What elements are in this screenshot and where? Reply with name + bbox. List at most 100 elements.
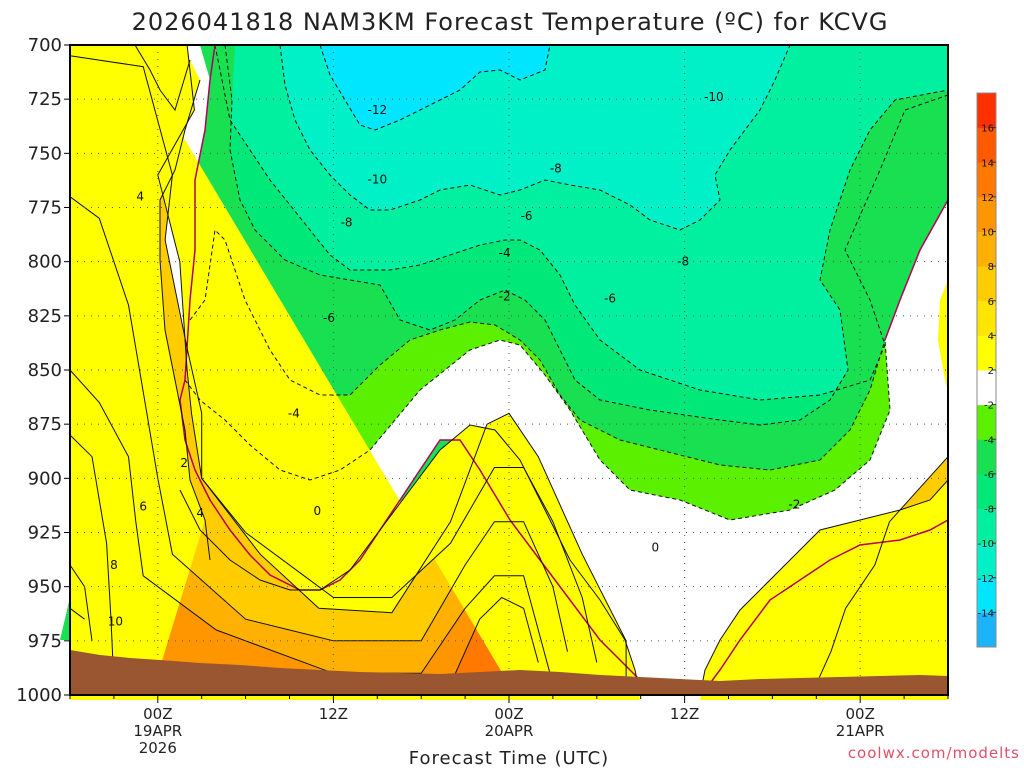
credit-link[interactable]: coolwx.com/modelts bbox=[848, 744, 1020, 762]
contour-minus6 bbox=[224, 44, 949, 426]
y-tick-label: 725 bbox=[28, 89, 62, 110]
x-tick-label: 19APR bbox=[133, 722, 182, 740]
colorbar-tick-label: 14 bbox=[981, 158, 994, 169]
contour-label: 4 bbox=[196, 506, 204, 520]
colorbar-swatch bbox=[977, 162, 996, 198]
y-tick-label: 975 bbox=[28, 631, 62, 652]
contour-label: -8 bbox=[341, 216, 353, 230]
y-axis: 700 725 750 775 800 825 850 875 900 925 950 975 1000 bbox=[16, 35, 70, 706]
contour-label: -10 bbox=[367, 172, 387, 186]
y-tick-label: 1000 bbox=[16, 685, 62, 706]
contour-zero-right bbox=[884, 199, 949, 341]
y-tick-label: 700 bbox=[28, 35, 62, 56]
colorbar-swatch bbox=[977, 473, 996, 509]
contour-label: -6 bbox=[521, 209, 533, 223]
contour-label: 4 bbox=[136, 190, 144, 204]
colorbar-tick-label: 6 bbox=[988, 297, 994, 308]
contour-label: 8 bbox=[110, 558, 118, 572]
contour-label: 0 bbox=[313, 504, 321, 518]
warm-contours bbox=[134, 44, 949, 696]
contour-label: -8 bbox=[677, 255, 689, 269]
y-tick-label: 750 bbox=[28, 143, 62, 164]
contour-label: -2 bbox=[788, 497, 800, 511]
colorbar-swatch bbox=[977, 370, 996, 406]
y-tick-label: 800 bbox=[28, 252, 62, 273]
colorbar-swatch bbox=[977, 543, 996, 579]
colorbar-swatch bbox=[977, 404, 996, 440]
contour-label: -4 bbox=[499, 246, 511, 260]
contour-label: -2 bbox=[499, 289, 511, 303]
contour-labels: -12 -10 -10 -8 -8 -8 -6 -6 -6 -4 -4 -2 -2 0 0 2 4 4 6 8 10 bbox=[108, 90, 801, 628]
x-tick-label: 2026 bbox=[139, 739, 177, 757]
colorbar-tick-label: -2 bbox=[984, 401, 994, 412]
x-tick-label: 20APR bbox=[485, 722, 534, 740]
colorbar-tick-label: 2 bbox=[988, 366, 994, 377]
contour-label: 10 bbox=[108, 614, 123, 628]
cold-contours bbox=[184, 44, 949, 521]
region-10-12 bbox=[70, 435, 539, 695]
colorbar-tick-label: -8 bbox=[984, 505, 994, 516]
colorbar-tick-label: 16 bbox=[981, 124, 994, 135]
colorbar: 16 14 12 10 8 6 4 2 -2 -4 -6 -8 -10 -12 -14 bbox=[976, 92, 997, 648]
y-tick-label: 850 bbox=[28, 360, 62, 381]
contour-label: 0 bbox=[652, 541, 660, 555]
contour-14-16 bbox=[69, 607, 85, 620]
chart-title: 2026041818 NAM3KM Forecast Temperature (… bbox=[132, 8, 889, 36]
colorbar-tick-label: -10 bbox=[978, 539, 994, 550]
contour-label: -4 bbox=[288, 406, 300, 420]
plot-area: -12 -10 -10 -8 -8 -8 -6 -6 -6 -4 -4 -2 -2 0 0 2 4 4 6 8 10 bbox=[60, 44, 949, 700]
y-tick-label: 875 bbox=[28, 414, 62, 435]
x-tick-label: 00Z bbox=[494, 705, 523, 723]
colorbar-swatch bbox=[977, 196, 996, 232]
contour-plus2-right bbox=[699, 479, 949, 696]
colorbar-swatch bbox=[977, 612, 996, 648]
contour-label: 6 bbox=[139, 500, 147, 514]
colorbar-swatch bbox=[977, 508, 996, 544]
region-warm-left bbox=[70, 45, 205, 700]
contour-zero-main bbox=[179, 44, 949, 691]
contour-label: -8 bbox=[550, 162, 562, 176]
y-tick-label: 950 bbox=[28, 577, 62, 598]
colorbar-tick-label: -4 bbox=[984, 435, 994, 446]
colorbar-swatch bbox=[977, 93, 996, 129]
x-tick-label: 00Z bbox=[143, 705, 172, 723]
y-tick-label: 825 bbox=[28, 306, 62, 327]
region-8-10 bbox=[70, 370, 553, 695]
x-tick-label: 00Z bbox=[846, 705, 875, 723]
colorbar-tick-label: 10 bbox=[981, 228, 994, 239]
contour-plus2-left bbox=[134, 44, 211, 561]
y-tick-label: 775 bbox=[28, 198, 62, 219]
ground-surface bbox=[70, 650, 948, 695]
contour-minus10 bbox=[279, 44, 791, 231]
region-warm-right-edge bbox=[938, 280, 948, 390]
contour-2-4 bbox=[128, 44, 627, 685]
contour-4-6 bbox=[69, 55, 598, 663]
colorbar-swatch bbox=[977, 127, 996, 163]
contour-label: -6 bbox=[604, 292, 616, 306]
y-tick-label: 900 bbox=[28, 468, 62, 489]
contour-6-8 bbox=[69, 196, 568, 652]
colorbar-tick-label: 8 bbox=[988, 262, 994, 273]
colorbar-tick-label: -14 bbox=[978, 608, 994, 619]
zero-contours bbox=[179, 44, 949, 691]
region-warm-right bbox=[700, 480, 948, 700]
colorbar-swatch bbox=[977, 335, 996, 371]
x-tick-label: 12Z bbox=[670, 705, 699, 723]
contour-label: 2 bbox=[180, 456, 188, 470]
colorbar-swatch bbox=[977, 439, 996, 475]
region-2-4 bbox=[128, 45, 627, 685]
colorbar-tick-label: -6 bbox=[984, 470, 994, 481]
colorbar-tick-label: -12 bbox=[978, 574, 994, 585]
region-minus12 bbox=[320, 45, 550, 130]
contour-plus2-center bbox=[179, 424, 641, 696]
colorbar-swatch bbox=[977, 231, 996, 267]
x-tick-label: 21APR bbox=[836, 722, 885, 740]
x-tick-label: 12Z bbox=[319, 705, 348, 723]
contour-minus2 bbox=[184, 199, 949, 521]
colorbar-tick-label: 12 bbox=[981, 193, 994, 204]
colorbar-swatch bbox=[977, 300, 996, 336]
colorbar-swatch bbox=[977, 266, 996, 302]
colorbar-swatch bbox=[977, 577, 996, 613]
